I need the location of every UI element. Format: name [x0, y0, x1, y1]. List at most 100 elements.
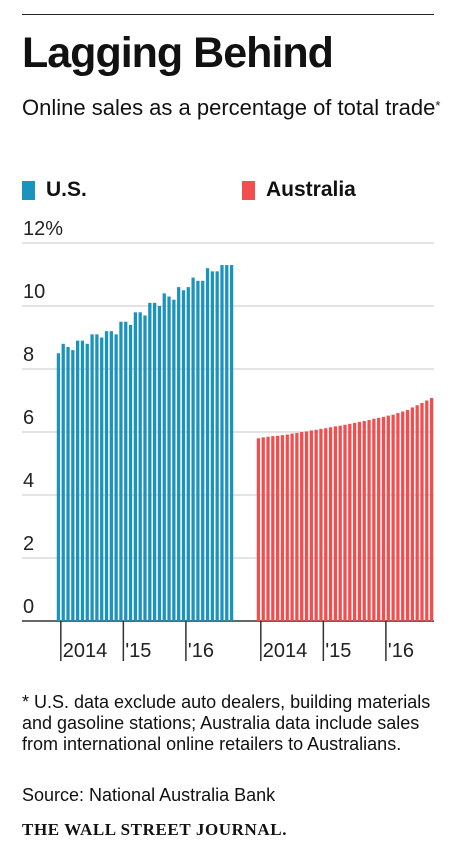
bar-us [90, 334, 94, 621]
bar-australia [280, 435, 285, 621]
bar-australia [425, 400, 429, 621]
top-rule [22, 14, 434, 15]
bar-australia [271, 436, 275, 621]
bar-us [95, 334, 99, 621]
bar-us [157, 306, 162, 621]
bar-us [124, 321, 128, 621]
bar-us [56, 353, 61, 621]
bar-us [114, 334, 118, 621]
bar-australia [319, 428, 323, 621]
bar-us [215, 271, 219, 621]
bar-us [61, 343, 65, 621]
bar-australia [362, 420, 366, 621]
bar-australia [328, 427, 333, 621]
bar-australia [367, 420, 371, 621]
legend-entry-australia: Australia [242, 178, 356, 202]
bar-australia [309, 430, 313, 621]
bar-us [133, 312, 138, 621]
bar-us [196, 280, 200, 621]
y-tick-label: 2 [23, 533, 34, 555]
bar-australia [415, 405, 419, 621]
bar-australia [261, 437, 265, 621]
y-tick-label: 0 [23, 596, 34, 618]
bar-australia [357, 421, 362, 621]
bar-australia [256, 438, 261, 621]
bar-us [104, 331, 109, 621]
bar-australia [324, 428, 328, 621]
source-note: Source: National Australia Bank [22, 785, 276, 805]
subtitle-text: Online sales as a percentage of total tr… [22, 95, 436, 120]
bar-australia [377, 417, 381, 621]
footnote: * U.S. data exclude auto dealers, buildi… [22, 692, 431, 754]
bar-australia [314, 429, 318, 621]
bar-us [119, 321, 123, 621]
x-tick-label: '16 [388, 640, 414, 662]
bar-us [205, 268, 210, 621]
x-tick-label: '16 [188, 640, 214, 662]
footnote-marker: * [435, 98, 441, 113]
bar-australia [276, 435, 280, 621]
x-tick-label: '15 [125, 640, 151, 662]
y-tick-label: 6 [23, 407, 34, 429]
y-tick-label: 12% [23, 218, 63, 240]
bar-us [148, 302, 152, 621]
legend-label-australia: Australia [266, 178, 356, 201]
bar-us [167, 296, 171, 621]
bar-us [210, 271, 214, 621]
legend-swatch-us [22, 180, 35, 200]
bar-us [85, 343, 89, 621]
bar-australia [410, 407, 414, 621]
bar-us [229, 265, 234, 621]
x-tick-label: 2014 [263, 640, 308, 662]
y-tick-label: 4 [23, 470, 34, 492]
bar-australia [391, 414, 395, 621]
bar-australia [348, 423, 352, 621]
bar-australia [405, 409, 410, 621]
legend-swatch-australia [242, 180, 255, 200]
bar-us [143, 315, 147, 621]
y-tick-label: 10 [23, 281, 45, 303]
publisher-credit: THE WALL STREET JOURNAL. [22, 820, 288, 839]
x-tick-label: 2014 [63, 640, 107, 662]
bar-australia [290, 433, 294, 621]
bar-us [177, 287, 181, 621]
bar-us [100, 337, 104, 621]
bar-us [138, 312, 142, 621]
bar-australia [381, 416, 386, 621]
bar-us [191, 277, 195, 621]
bar-us [80, 340, 85, 621]
bar-australia [295, 432, 299, 621]
legend-entry-us: U.S. [22, 178, 87, 202]
bar-us [162, 293, 166, 621]
bar-australia [396, 413, 400, 621]
bar-us [172, 299, 176, 621]
legend-label-us: U.S. [46, 178, 87, 201]
bar-us [201, 280, 205, 621]
bar-us [220, 265, 224, 621]
bar-australia [401, 411, 405, 621]
bar-australia [285, 434, 289, 621]
bar-us [186, 287, 190, 621]
bar-us [71, 350, 75, 621]
x-tick-label: '15 [325, 640, 351, 662]
bar-us [181, 290, 186, 621]
bar-australia [429, 397, 434, 621]
bar-us [66, 346, 70, 621]
chart-title: Lagging Behind [22, 29, 334, 77]
bar-australia [386, 415, 390, 621]
bar-australia [420, 403, 424, 621]
bar-us [225, 265, 229, 621]
bar-us [152, 302, 157, 621]
bar-australia [333, 426, 338, 621]
y-tick-label: 8 [23, 344, 34, 366]
bar-australia [300, 432, 304, 621]
chart-subtitle: Online sales as a percentage of total tr… [22, 93, 442, 123]
bar-australia [338, 425, 342, 621]
bar-chart: 0 2 4 6 8 10 12% 2014 '15 '16 2014 '15 '16 [22, 218, 434, 662]
bar-australia [343, 424, 347, 621]
bar-australia [372, 418, 376, 621]
bar-australia [266, 436, 270, 621]
bar-australia [352, 422, 357, 621]
bar-us [128, 324, 133, 621]
bar-us [109, 331, 113, 621]
